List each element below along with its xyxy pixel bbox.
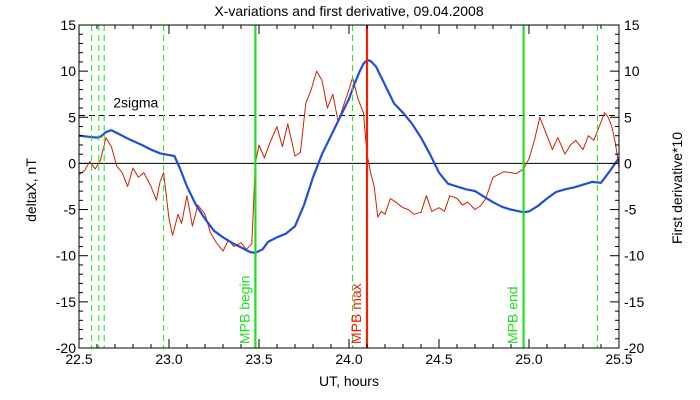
- x-tick-label: 24.0: [335, 351, 362, 367]
- x-tick-label: 23.5: [245, 351, 272, 367]
- y-left-tick-label: -10: [56, 248, 76, 264]
- y-left-tick-label: 15: [60, 17, 76, 33]
- y-left-tick-label: 5: [68, 109, 76, 125]
- y-left-tick-label: -15: [56, 294, 76, 310]
- y-right-tick-label: 15: [624, 17, 640, 33]
- y-axis-left-label: deltaX, nT: [23, 158, 39, 222]
- axis-ticks: [78, 24, 620, 349]
- series-lines: [79, 58, 619, 254]
- y-left-tick-label: 0: [68, 155, 76, 171]
- y-left-tick-label: 10: [60, 63, 76, 79]
- annotations: MPB begin MPB max MPB end 2sigma: [113, 94, 520, 344]
- x-tick-label: 22.5: [65, 351, 92, 367]
- mpb-line-label: MPB end: [505, 286, 521, 344]
- derivative-series-line: [79, 70, 619, 252]
- y-left-tick-label: -20: [56, 340, 76, 356]
- y-right-tick-label: -15: [624, 294, 644, 310]
- tick-labels: 22.5 23.0 23.5 24.0 24.5 25.0 25.5-20-15-10-50…: [56, 17, 645, 367]
- mpb-line-label: MPB begin: [236, 276, 252, 344]
- y-right-tick-label: 5: [624, 109, 632, 125]
- plot-area: [79, 25, 619, 348]
- x-tick-label: 23.0: [155, 351, 182, 367]
- x-tick-label: 25.5: [605, 351, 632, 367]
- chart-title: X-variations and first derivative, 09.04…: [214, 3, 483, 19]
- y-left-tick-label: -5: [64, 202, 77, 218]
- mpb-line-label: MPB max: [348, 283, 364, 344]
- x-tick-label: 24.5: [425, 351, 452, 367]
- y-right-tick-label: -10: [624, 248, 644, 264]
- vertical-marker-lines: [91, 25, 598, 348]
- y-right-tick-label: -20: [624, 340, 644, 356]
- y-right-tick-label: 0: [624, 155, 632, 171]
- y-right-tick-label: -5: [624, 202, 637, 218]
- y-right-tick-label: 10: [624, 63, 640, 79]
- x-tick-label: 25.0: [515, 351, 542, 367]
- x-axis-label: UT, hours: [319, 373, 379, 389]
- reference-lines: [79, 114, 619, 164]
- y-axis-right-label: First derivative*10: [669, 132, 685, 244]
- sigma-label: 2sigma: [113, 94, 158, 110]
